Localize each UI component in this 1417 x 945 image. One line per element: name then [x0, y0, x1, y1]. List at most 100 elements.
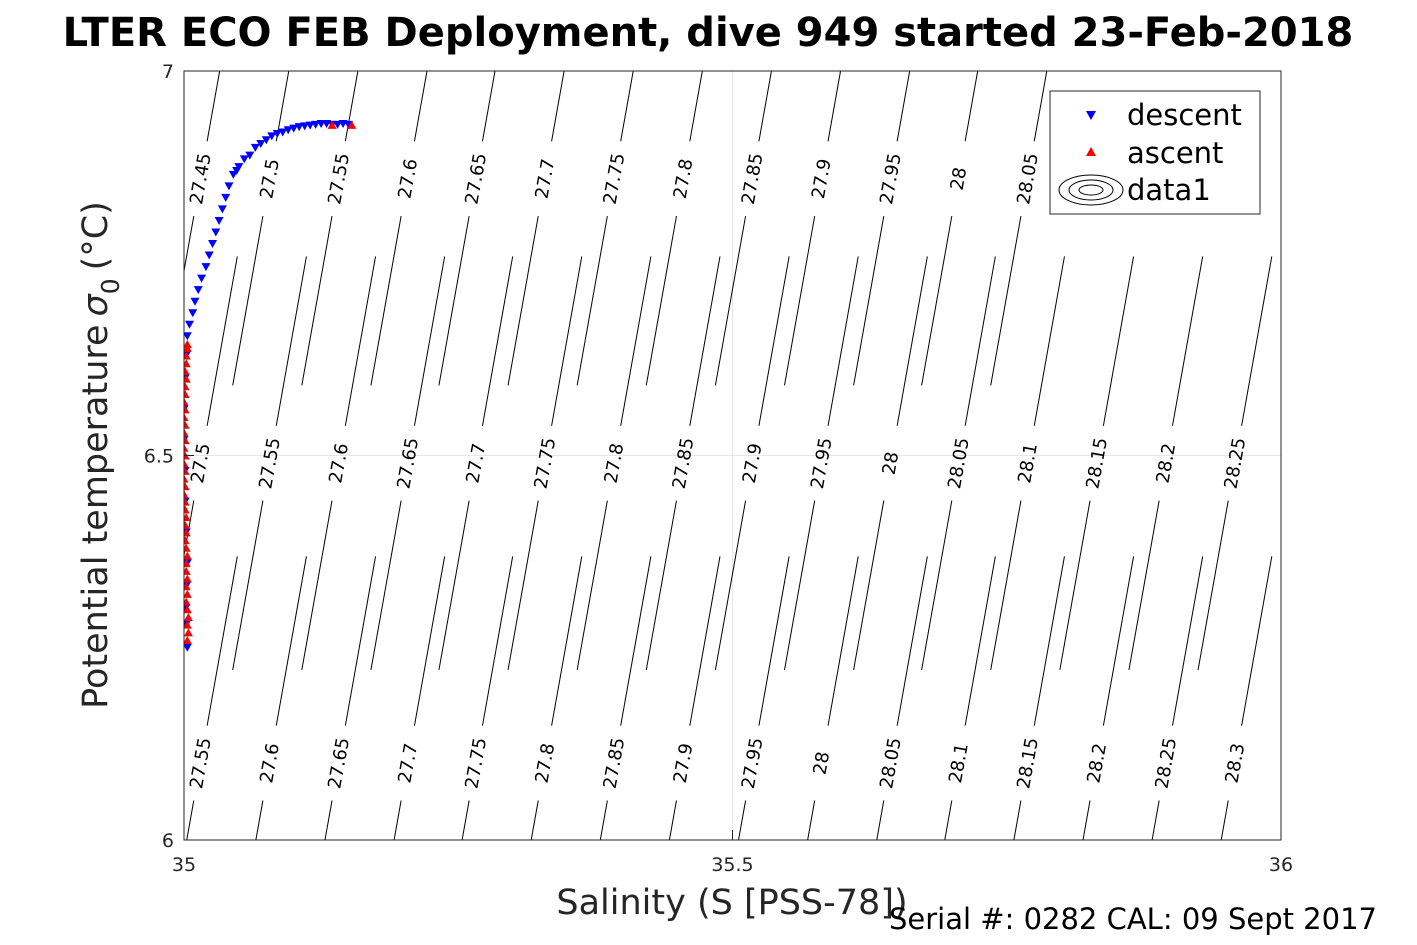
x-tick-label: 35: [172, 854, 196, 876]
y-axis-label: Potential temperature σ0 (°C): [76, 201, 125, 709]
y-tick-label: 7: [162, 61, 174, 83]
contour-line-segment: [714, 215, 747, 386]
ascent-marker: [184, 339, 192, 348]
legend-label-descent: descent: [1127, 98, 1242, 132]
descent-marker: [272, 130, 282, 139]
ascent-marker: [184, 497, 190, 506]
ascent-marker: [184, 459, 189, 468]
y-tick-label: 6: [162, 830, 174, 852]
legend-label-data1: data1: [1127, 173, 1211, 207]
contour-line-segment: [232, 215, 264, 386]
descent-marker: [245, 151, 255, 160]
contour-line-segment: [1241, 256, 1273, 426]
contour-line-segment: [370, 500, 402, 671]
legend-marker-ascent: [1086, 147, 1096, 156]
ascent-marker: [184, 489, 189, 498]
contour-line-segment: [576, 215, 608, 386]
contour-line-segment: [1171, 256, 1204, 426]
contour-level-label: 28: [810, 750, 835, 776]
contour-line-segment: [206, 71, 221, 142]
legend: descent ascent data1: [1049, 90, 1261, 215]
contour-line-segment: [876, 800, 885, 840]
ascent-marker: [184, 466, 190, 475]
descent-marker: [278, 128, 288, 137]
contour-line-segment: [783, 500, 816, 671]
ascent-marker: [347, 120, 357, 129]
contour-line-segment: [1059, 500, 1091, 671]
descent-marker: [300, 122, 310, 131]
legend-item-ascent: ascent: [1086, 136, 1223, 170]
contour-line-segment: [324, 800, 333, 840]
contour-line-segment: [1151, 800, 1160, 840]
contour-line-segment: [184, 215, 195, 274]
ascent-marker: [184, 620, 192, 629]
descent-marker: [234, 163, 244, 172]
contour-line-segment: [275, 71, 290, 142]
contour-line-segment: [370, 215, 402, 386]
ascent-marker: [184, 443, 189, 452]
contour-line-segment: [413, 71, 428, 142]
ascent-marker: [184, 382, 190, 391]
contour-line-segment: [964, 556, 996, 726]
contour-line-segment: [438, 500, 470, 671]
contour-line-segment: [206, 256, 238, 426]
contour-line-segment: [413, 256, 446, 426]
contour-line-segment: [551, 256, 583, 426]
contour-line-segment: [964, 71, 979, 142]
descent-marker: [204, 251, 214, 260]
descent-marker: [214, 216, 224, 225]
contour-line-segment: [689, 556, 721, 726]
ascent-marker: [184, 513, 191, 522]
ascent-marker: [184, 474, 189, 483]
ascent-marker: [184, 482, 190, 491]
contour-line-segment: [481, 556, 514, 726]
descent-marker: [311, 120, 321, 129]
ascent-marker: [184, 536, 190, 545]
descent-marker: [190, 297, 200, 306]
ascent-marker: [184, 589, 192, 598]
contour-line-segment: [620, 71, 634, 142]
contour-line-segment: [1033, 71, 1048, 142]
legend-item-descent: descent: [1086, 98, 1242, 132]
contour-line-segment: [620, 556, 652, 726]
ascent-marker: [184, 628, 193, 637]
ascent-marker: [184, 405, 190, 414]
ascent-marker: [184, 436, 190, 445]
descent-marker: [289, 124, 299, 133]
contour-line-segment: [853, 215, 885, 386]
descent-marker: [333, 120, 343, 129]
contour-line-segment: [275, 256, 307, 426]
ascent-marker: [184, 413, 189, 422]
contour-line-segment: [530, 800, 539, 840]
y-axis-label-unit: (°C): [76, 201, 116, 270]
contour-line-segment: [964, 256, 996, 426]
contour-line-segment: [1013, 800, 1022, 840]
contour-line-segment: [921, 500, 953, 671]
x-tick-label: 35.5: [711, 854, 753, 876]
density-contours: [184, 71, 1273, 840]
ascent-marker: [184, 636, 192, 645]
data-series: [184, 120, 357, 652]
ascent-marker: [184, 582, 191, 591]
contour-line-segment: [301, 500, 333, 671]
descent-marker: [201, 263, 211, 272]
ascent-marker: [184, 528, 191, 537]
descent-marker: [217, 205, 227, 214]
ascent-marker: [184, 612, 193, 621]
x-tick-label: 36: [1269, 854, 1293, 876]
contour-line-segment: [990, 215, 1022, 386]
ascent-marker: [184, 428, 189, 437]
contour-line-segment: [481, 71, 496, 142]
contour-line-segment: [689, 71, 703, 142]
contour-line-segment: [896, 556, 928, 726]
descent-marker: [208, 240, 218, 249]
contour-line-segment: [576, 500, 608, 671]
contour-line-segment: [301, 215, 333, 386]
contour-line-segment: [461, 800, 470, 840]
ascent-marker: [184, 543, 191, 552]
contour-line-segment: [275, 556, 307, 726]
y-axis-label-symbol: σ: [76, 292, 116, 316]
descent-marker: [211, 228, 221, 237]
contour-line-segment: [1197, 500, 1229, 671]
